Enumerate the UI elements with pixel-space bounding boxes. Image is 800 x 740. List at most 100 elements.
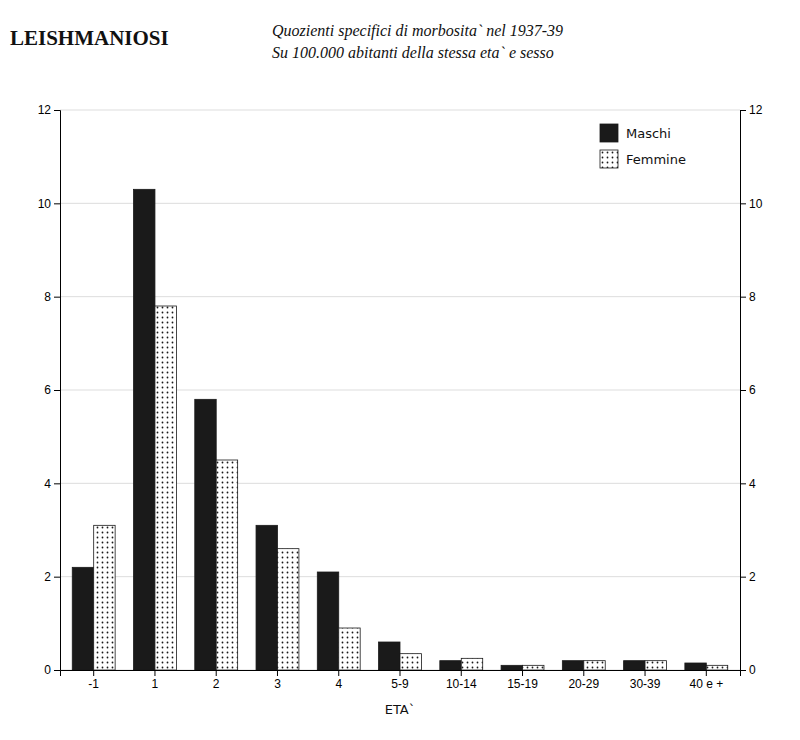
bar: [440, 661, 461, 670]
y2-tick: 0: [740, 663, 756, 677]
legend-swatch: [600, 150, 618, 168]
legend-item: Femmine: [600, 150, 686, 168]
y2-tick: 10: [740, 197, 763, 211]
x-tick-mark: [93, 670, 94, 676]
y-tick-label: 12: [38, 103, 52, 117]
x-tick: 5-9: [391, 670, 409, 691]
legend: Maschi Femmine: [600, 124, 686, 168]
y2-tick-label: 8: [749, 290, 756, 304]
y-tick-mark: [54, 110, 60, 111]
x-tick-label: 1: [152, 677, 159, 691]
y-tick-label: 4: [44, 477, 51, 491]
x-axis-line: [61, 671, 741, 677]
y-tick-label: 8: [44, 290, 51, 304]
y2-tick-label: 2: [749, 570, 756, 584]
y-tick: 0: [44, 663, 60, 677]
x-axis-title: ETA`: [385, 702, 416, 717]
bar: [624, 661, 645, 670]
x-tick-label: 30-39: [630, 677, 661, 691]
x-tick-mark: [338, 670, 339, 676]
x-tick-mark: [154, 670, 155, 676]
y-tick-label: 6: [44, 383, 51, 397]
x-tick: 20-29: [568, 670, 599, 691]
x-tick: 10-14: [446, 670, 477, 691]
x-tick: 30-39: [630, 670, 661, 691]
y2-tick: 12: [740, 103, 763, 117]
grid: [60, 110, 740, 670]
y-axis: 024681012: [38, 103, 61, 677]
y2-tick-mark: [740, 110, 746, 111]
y2-tick-label: 0: [749, 663, 756, 677]
y2-tick-mark: [740, 483, 746, 484]
x-tick-label: 5-9: [391, 677, 409, 691]
x-tick-mark: [645, 670, 646, 676]
bar: [706, 665, 727, 670]
y2-tick-label: 12: [749, 103, 763, 117]
y-tick-mark: [54, 390, 60, 391]
y-tick-mark: [54, 670, 60, 671]
x-axis: -112345-910-1415-1920-2930-3940 e +: [61, 670, 741, 691]
y-tick: 6: [44, 383, 60, 397]
x-tick-label: 40 e +: [689, 677, 723, 691]
y-tick-label: 2: [44, 570, 51, 584]
y2-tick-mark: [740, 390, 746, 391]
bar: [216, 460, 237, 670]
bar: [256, 525, 277, 670]
y2-tick-mark: [740, 297, 746, 298]
bar: [195, 399, 216, 670]
y2-tick-mark: [740, 577, 746, 578]
y-tick-label: 0: [44, 663, 51, 677]
grid-line: [60, 110, 740, 111]
y-tick-mark: [54, 203, 60, 204]
bar: [562, 661, 583, 670]
x-tick-label: 2: [213, 677, 220, 691]
x-tick-label: 10-14: [446, 677, 477, 691]
bar: [501, 665, 522, 670]
x-tick-mark: [216, 670, 217, 676]
x-tick: 15-19: [507, 670, 538, 691]
x-tick-label: 15-19: [507, 677, 538, 691]
y2-tick-label: 4: [749, 477, 756, 491]
bar: [94, 525, 115, 670]
x-tick: 3: [274, 670, 281, 691]
bar: [685, 663, 706, 670]
y-tick: 4: [44, 477, 60, 491]
bar-series: [72, 189, 706, 670]
x-tick-mark: [583, 670, 584, 676]
x-tick-label: -1: [88, 677, 99, 691]
x-tick: 1: [152, 670, 159, 691]
x-tick-label: 20-29: [568, 677, 599, 691]
y2-axis: 0 2 4 6 8 10 12: [740, 103, 763, 677]
plot: -112345-910-1415-1920-2930-3940 e +02468…: [38, 103, 763, 717]
grid-line: [60, 203, 740, 204]
x-tick: 2: [213, 670, 220, 691]
x-tick-mark: [461, 670, 462, 676]
y2-tick-label: 10: [749, 197, 763, 211]
bar: [317, 572, 338, 670]
subtitle: Su 100.000 abitanti della stessa eta` e …: [272, 44, 554, 61]
y2-tick: 8: [740, 290, 756, 304]
bar: [461, 658, 482, 670]
y2-tick-label: 6: [749, 383, 756, 397]
subtitle: Quozienti specifici di morbosita` nel 19…: [272, 22, 563, 40]
bar: [400, 654, 421, 670]
y-axis-line: [54, 111, 61, 671]
legend-label: Maschi: [626, 126, 671, 141]
x-tick-mark: [522, 670, 523, 676]
legend-label: Femmine: [626, 152, 686, 167]
y-tick-mark: [54, 297, 60, 298]
y2-tick: 6: [740, 383, 756, 397]
bar: [339, 628, 360, 670]
y-tick: 2: [44, 570, 60, 584]
bar: [584, 661, 605, 670]
bar: [645, 661, 666, 670]
y2-tick-mark: [740, 203, 746, 204]
bar: [155, 306, 176, 670]
x-tick-label: 3: [274, 677, 281, 691]
bar: [523, 665, 544, 670]
x-tick: -1: [88, 670, 99, 691]
bar: [277, 549, 298, 670]
y-tick-mark: [54, 483, 60, 484]
bar: [72, 567, 93, 670]
bar: [134, 189, 155, 670]
